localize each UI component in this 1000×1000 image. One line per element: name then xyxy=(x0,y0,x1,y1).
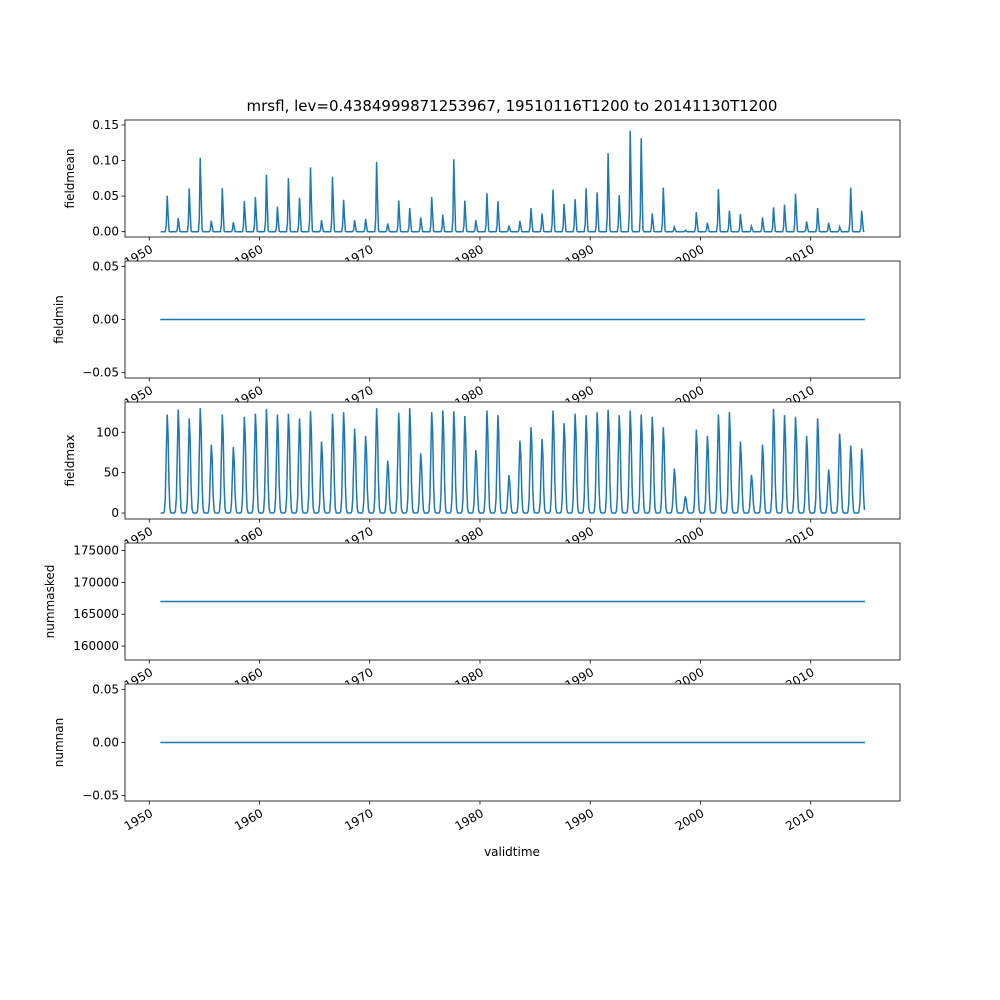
y-tick-label: 50 xyxy=(104,466,119,480)
y-tick-label: 0.00 xyxy=(92,225,119,239)
y-tick-label: 175000 xyxy=(73,544,119,558)
y-tick-label: 0.05 xyxy=(92,682,119,696)
data-line-fieldmean xyxy=(160,130,865,233)
chart-title: mrsfl, lev=0.4384999871253967, 19510116T… xyxy=(247,97,778,115)
x-axis-label: validtime xyxy=(484,845,540,859)
y-tick-label: 170000 xyxy=(73,575,119,589)
y-tick-label: −0.05 xyxy=(82,366,119,380)
y-axis-label: nummasked xyxy=(43,565,57,639)
y-tick-label: 165000 xyxy=(73,607,119,621)
axes-frame xyxy=(124,542,901,661)
y-tick-label: 0.10 xyxy=(92,154,119,168)
y-axis-label: numnan xyxy=(52,718,66,767)
y-tick-label: 0.00 xyxy=(92,313,119,327)
y-tick-label: 0.00 xyxy=(92,736,119,750)
y-tick-label: 0.15 xyxy=(92,118,119,132)
axes-frame xyxy=(124,260,901,379)
y-axis-label: fieldmin xyxy=(52,295,66,344)
y-tick-label: 0.05 xyxy=(92,189,119,203)
y-tick-label: −0.05 xyxy=(82,789,119,803)
axes-frame xyxy=(124,119,901,238)
y-axis-label: fieldmax xyxy=(63,434,77,486)
axes-frame xyxy=(124,683,901,802)
y-axis-label: fieldmean xyxy=(63,149,77,209)
y-tick-label: 0.05 xyxy=(92,259,119,273)
y-tick-label: 100 xyxy=(96,425,119,439)
y-tick-label: 0 xyxy=(111,506,119,520)
data-line-fieldmax xyxy=(160,408,866,514)
axes-frame xyxy=(124,401,901,520)
y-tick-label: 160000 xyxy=(73,639,119,653)
